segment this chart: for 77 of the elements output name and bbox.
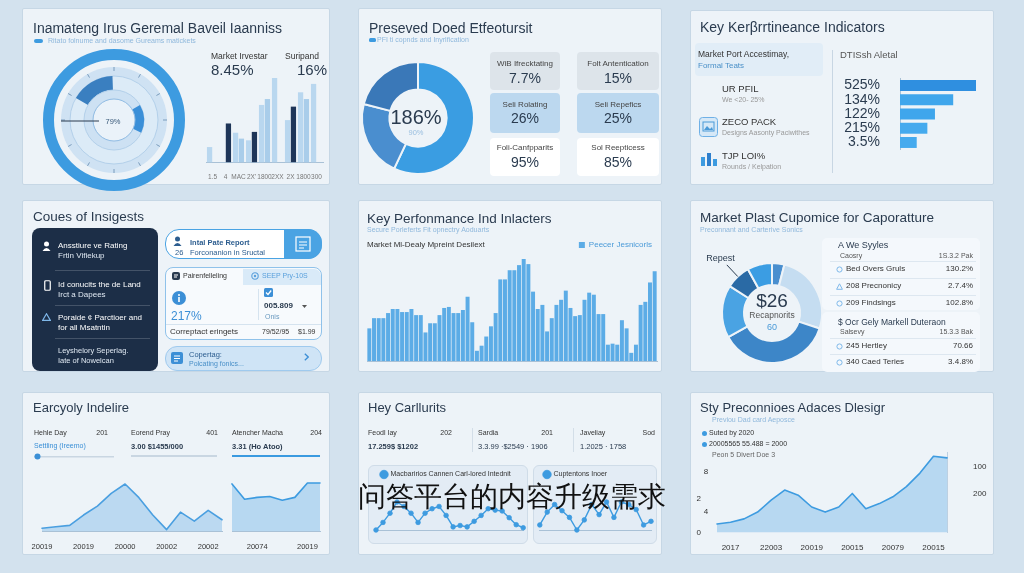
text: 7.7% [509, 69, 541, 87]
y-tick-label: 3.5% [848, 133, 880, 150]
text: 85% [603, 153, 633, 171]
text: Folt Antentication [587, 59, 649, 69]
text: Market Port Accestimay, [698, 48, 790, 60]
annotation: 问答平台的内容升级需求 [358, 480, 666, 514]
slice-label: Repest [706, 252, 736, 263]
text: Foli-Canfpparits [496, 143, 554, 153]
x-tick-label: 20079 [881, 543, 905, 553]
chart-title: Inamateng Irus Geremal Baveil Iaanniss [33, 19, 283, 37]
y2-tick-label: 100 [973, 461, 987, 471]
text: Earcyoly Indelire [33, 400, 130, 416]
text: Irct a Dapees [58, 290, 106, 300]
y2-tick-label: 200 [973, 489, 987, 499]
text: 60 [766, 321, 778, 333]
y-tick-label: 0 [696, 527, 702, 537]
x-tick-label: 20015 [841, 543, 864, 553]
text: Poraide ¢ Parctioer and [58, 313, 143, 323]
y-tick-label: 215% [844, 119, 880, 136]
text: Key Kerβrrtineance Indicators [700, 18, 885, 36]
y-tick-label: 122% [844, 104, 880, 121]
text: 340 Caed Teries [846, 357, 905, 367]
text: Bed Overs Gruls [846, 264, 906, 274]
chart-title: Preseved Doed Etfeotursit [369, 19, 533, 37]
text: 15% [603, 69, 633, 87]
text: 3.4.8% [948, 357, 973, 367]
text: Seli Repefics [594, 100, 642, 110]
text: TJP LOI% [722, 150, 766, 162]
text: 25% [603, 109, 633, 127]
x-tick-label: 22003 [759, 543, 783, 553]
text: UR PFIL [722, 83, 759, 95]
text: 8 [703, 467, 709, 477]
text: 209 Findsings [846, 298, 896, 308]
text: Hey Carllurits [368, 400, 447, 416]
text: 208 Precnonicy [846, 281, 902, 291]
text: 70.66 [952, 341, 973, 351]
annotation: 8.45% [211, 61, 254, 79]
y-tick-label: 134% [844, 90, 880, 107]
text: 245 Hertley [846, 341, 887, 351]
text: $ Ocr Gely Markell Duteraon [838, 316, 946, 328]
chart-title: DTISsh Aletal [840, 49, 898, 61]
text: Market Ml-Dealy Mpreint Desilext [367, 240, 485, 250]
text: for all Msatntin [58, 323, 111, 333]
text: Correptact eringets [170, 327, 239, 337]
text: 102.8% [945, 298, 973, 308]
x-tick-label: 20019 [800, 543, 824, 553]
text: 186% [390, 105, 442, 129]
chart-title: Key Perfonmance Ind Inlacters [367, 210, 552, 226]
text: 26% [510, 109, 540, 127]
text: Suripand [285, 50, 320, 62]
text: Seli Rolating [502, 100, 548, 110]
chart-title: Sty Preconnioes Adaces Dlesigr [700, 400, 885, 416]
text: Sol Reepticess [591, 143, 645, 153]
text: Frtin Vifiekup [58, 251, 105, 261]
text: Formal Teats [698, 61, 745, 71]
text: $26 [756, 289, 788, 311]
annotation: 16% [297, 61, 328, 79]
text: Id conucits the de Land [58, 280, 141, 290]
text: 217% [171, 308, 202, 324]
text: 2.7.4% [948, 281, 973, 291]
legend-label: Peecer Jesnicorls [588, 240, 652, 250]
text: ZECO PACK [722, 116, 777, 128]
text: WiB Ifrecktating [496, 59, 554, 69]
text: Recapnorits [749, 309, 795, 321]
text: A We Syyles [838, 239, 889, 251]
text: Coues of Insigests [33, 208, 145, 226]
chart-title: Market Plast Cupomice for Caporatture [700, 209, 935, 227]
x-tick-label: 2017 [721, 543, 740, 553]
y-tick-label: 2 [696, 493, 702, 503]
text: 130.2% [945, 264, 973, 274]
text: Market Irvestar [211, 50, 268, 62]
x-tick-label: 20015 [922, 543, 946, 553]
text: 95% [510, 153, 540, 171]
text: Ansstiure ve Rating [58, 241, 128, 251]
text: 005.809 [264, 301, 293, 311]
text: 4 [703, 507, 709, 517]
y-tick-label: 525% [844, 76, 880, 93]
